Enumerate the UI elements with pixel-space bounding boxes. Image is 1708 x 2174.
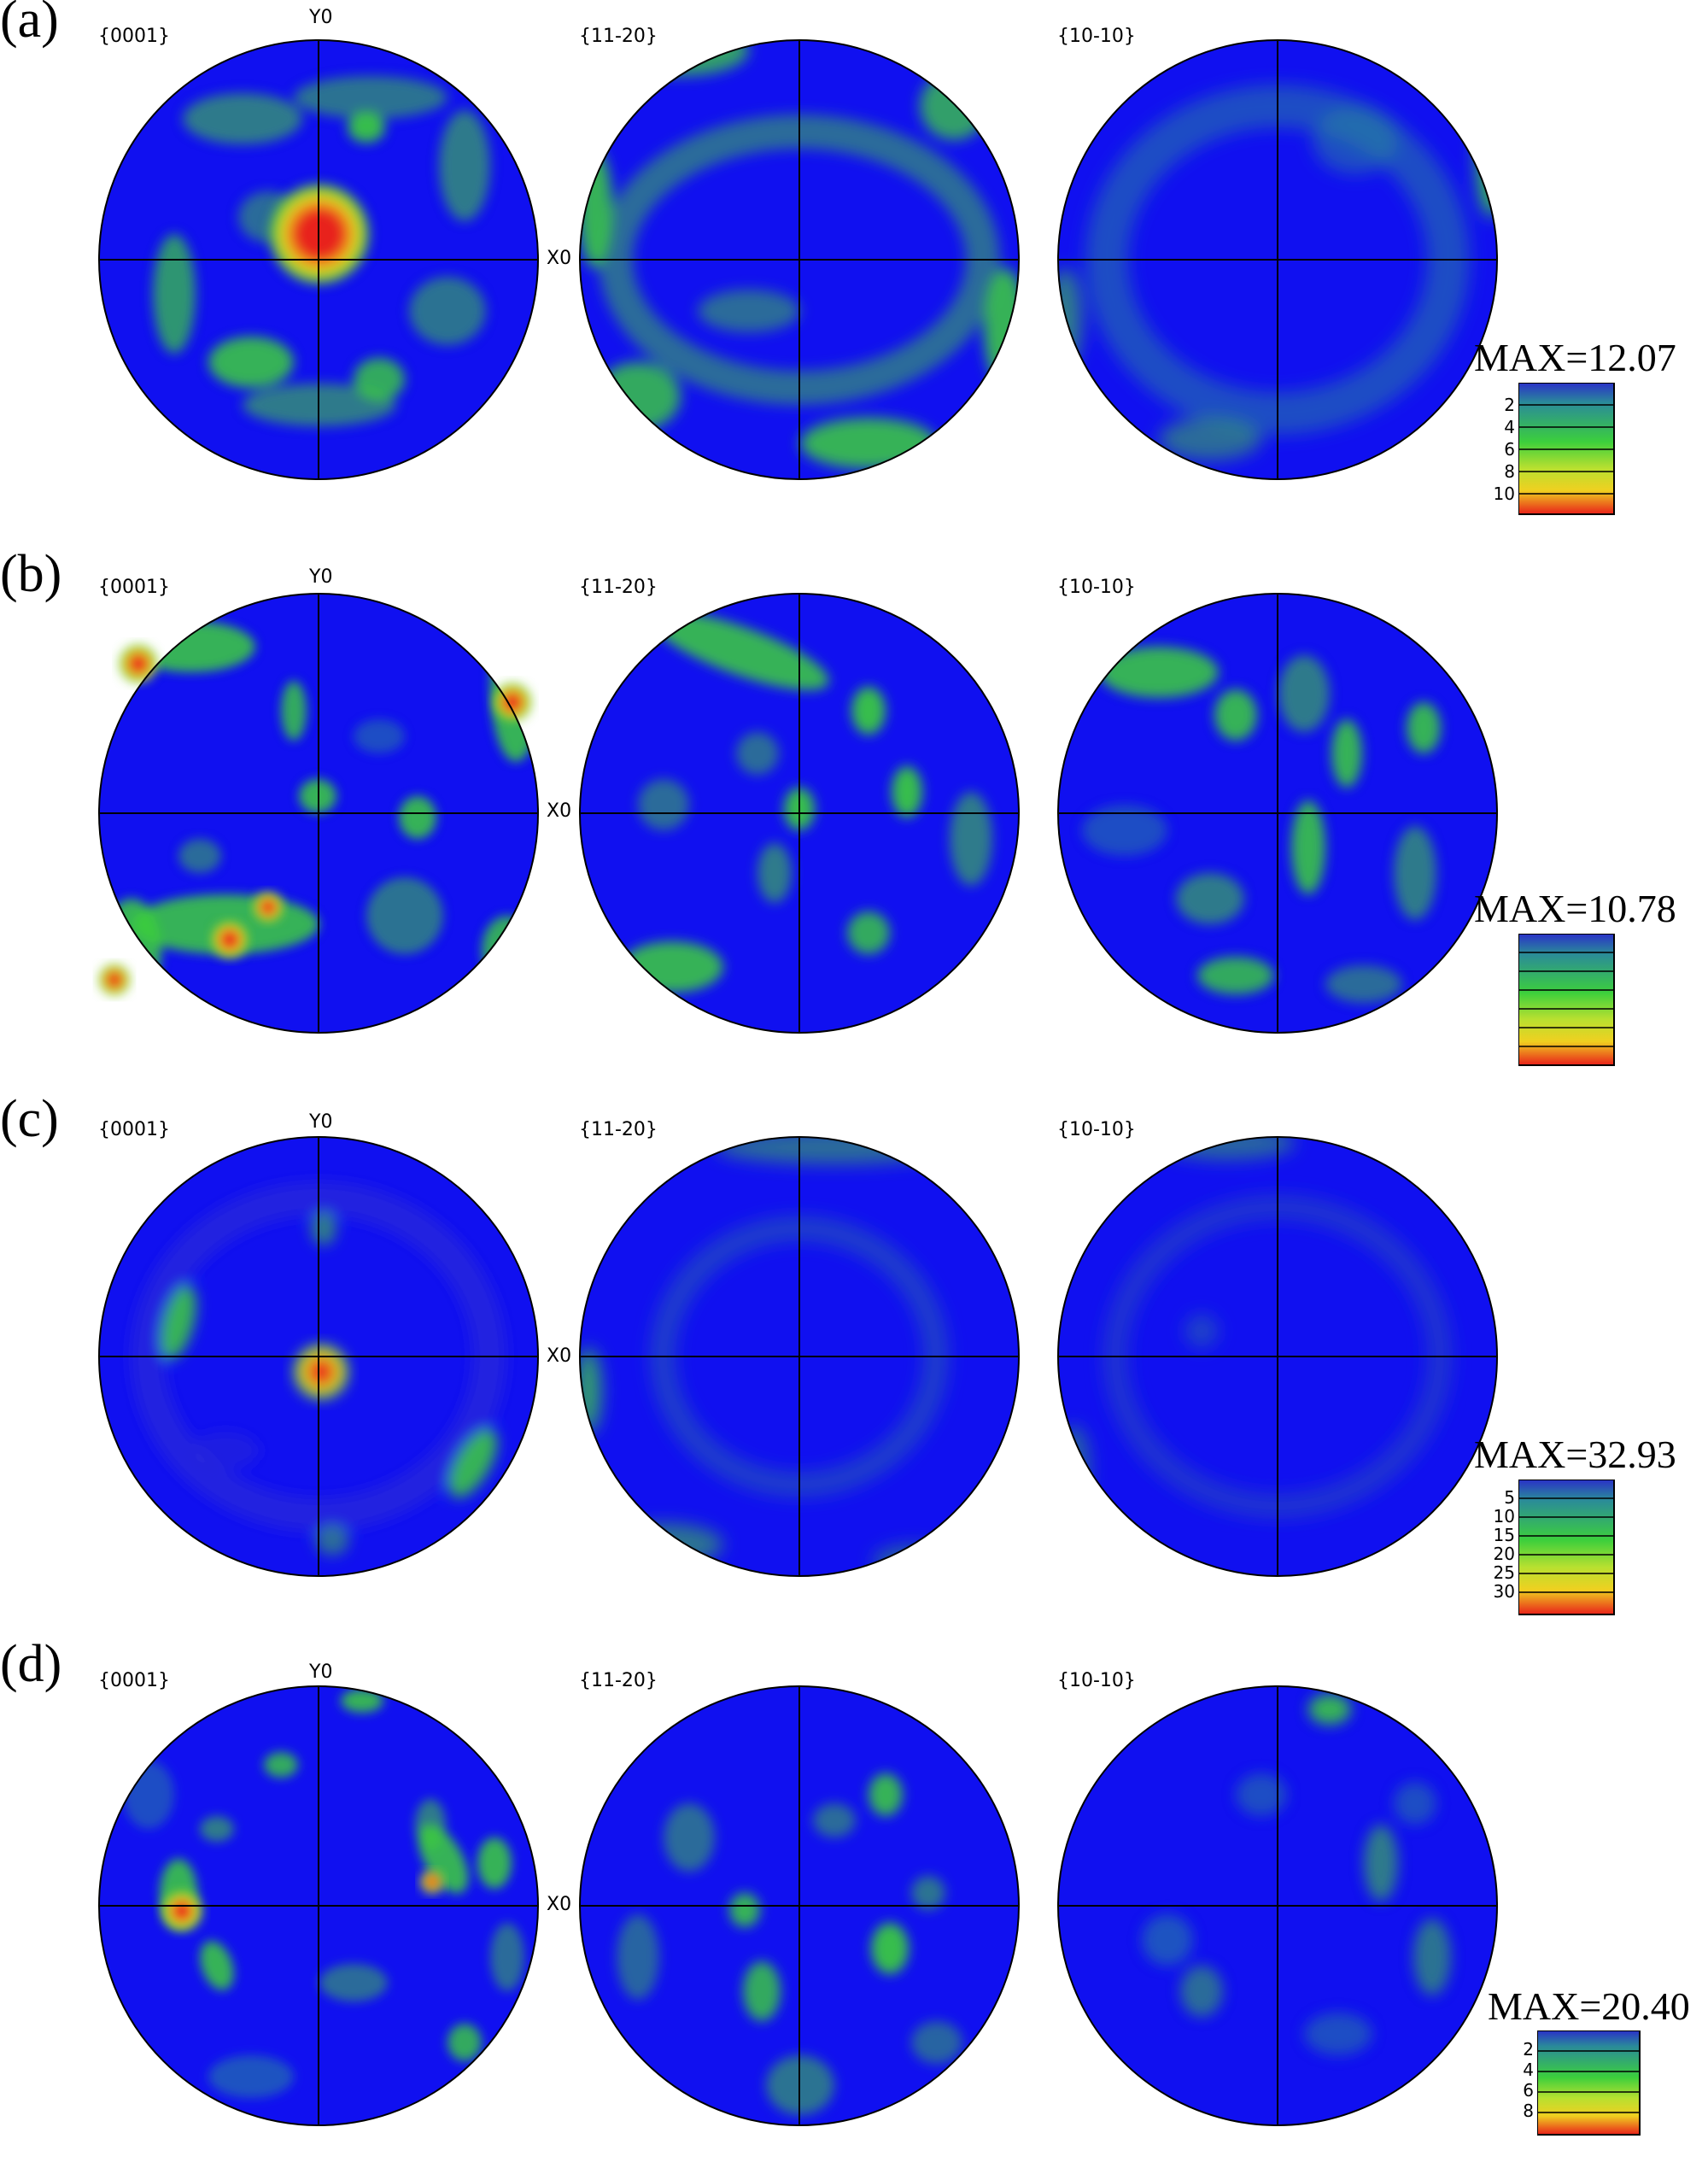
pole-figure-title-0001: {0001}	[98, 1670, 170, 1691]
legend-tick: 4	[1504, 417, 1515, 437]
y-axis-label: Y0	[309, 7, 333, 28]
color-scale-legend	[1518, 934, 1615, 1066]
color-scale-legend	[1537, 2030, 1641, 2136]
pole-figure-title-0001: {0001}	[98, 26, 170, 47]
pole-figure-d2	[579, 1685, 1020, 2126]
pole-figure-b1	[98, 593, 539, 1034]
legend-tick: 8	[1523, 2101, 1534, 2121]
y-axis-label: Y0	[309, 566, 333, 588]
pole-figure-d3	[1057, 1685, 1498, 2126]
panel-a: (a) {0001} {11-20} {10-10} Y0 X0	[0, 0, 1708, 530]
pole-figure-b2	[579, 593, 1020, 1034]
pole-figure-c1	[98, 1136, 539, 1577]
max-value-label: MAX=10.78	[1474, 887, 1676, 930]
pole-figure-d1	[98, 1685, 539, 2126]
pole-figure-title-10-10: {10-10}	[1057, 1670, 1136, 1691]
legend-tick: 20	[1493, 1544, 1515, 1564]
pole-figure-title-11-20: {11-20}	[579, 26, 658, 47]
pole-figure-title-10-10: {10-10}	[1057, 577, 1136, 598]
x-axis-label: X0	[547, 1345, 572, 1367]
legend-tick: 15	[1493, 1525, 1515, 1545]
y-axis-label: Y0	[309, 1661, 333, 1683]
legend-tick: 2	[1504, 395, 1515, 415]
x-axis-label: X0	[547, 800, 572, 822]
max-value-label: MAX=12.07	[1474, 336, 1676, 379]
max-value-label: MAX=32.93	[1474, 1433, 1676, 1476]
pole-figure-title-0001: {0001}	[98, 1119, 170, 1140]
legend-tick: 30	[1493, 1581, 1515, 1602]
x-axis-label: X0	[547, 248, 572, 269]
panel-b: (b) {0001} {11-20} {10-10} Y0 X0	[0, 545, 1708, 1081]
panel-label: (b)	[0, 545, 62, 603]
pole-figure-a3	[1057, 39, 1498, 480]
legend-tick: 2	[1523, 2039, 1534, 2060]
pole-figure-title-10-10: {10-10}	[1057, 1119, 1136, 1140]
panel-c: (c) {0001} {11-20} {10-10} Y0 X0	[0, 1090, 1708, 1626]
color-scale-legend	[1518, 1480, 1615, 1615]
pole-figure-title-0001: {0001}	[98, 577, 170, 598]
x-axis-label: X0	[547, 1894, 572, 1915]
panel-label: (a)	[0, 0, 59, 49]
legend-tick: 8	[1504, 461, 1515, 482]
pole-figure-c3	[1057, 1136, 1498, 1577]
legend-tick: 25	[1493, 1562, 1515, 1583]
pole-figure-title-11-20: {11-20}	[579, 577, 658, 598]
pole-figure-title-10-10: {10-10}	[1057, 26, 1136, 47]
max-value-label: MAX=20.40	[1488, 1984, 1690, 2028]
pole-figure-title-11-20: {11-20}	[579, 1119, 658, 1140]
pole-figure-a1	[98, 39, 539, 480]
legend-tick: 6	[1523, 2080, 1534, 2101]
y-axis-label: Y0	[309, 1111, 333, 1133]
panel-label: (d)	[0, 1635, 62, 1693]
legend-tick: 10	[1493, 1506, 1515, 1526]
legend-tick: 6	[1504, 439, 1515, 460]
pole-figure-c2	[579, 1136, 1020, 1577]
legend-tick: 5	[1504, 1487, 1515, 1508]
panel-d: (d) {0001} {11-20} {10-10} Y0 X0	[0, 1638, 1708, 2174]
legend-tick: 10	[1493, 483, 1515, 504]
color-scale-legend	[1518, 383, 1615, 515]
legend-tick: 4	[1523, 2060, 1534, 2080]
panel-label: (c)	[0, 1090, 59, 1148]
pole-figure-a2	[579, 39, 1020, 480]
pole-figure-title-11-20: {11-20}	[579, 1670, 658, 1691]
pole-figure-b3	[1057, 593, 1498, 1034]
